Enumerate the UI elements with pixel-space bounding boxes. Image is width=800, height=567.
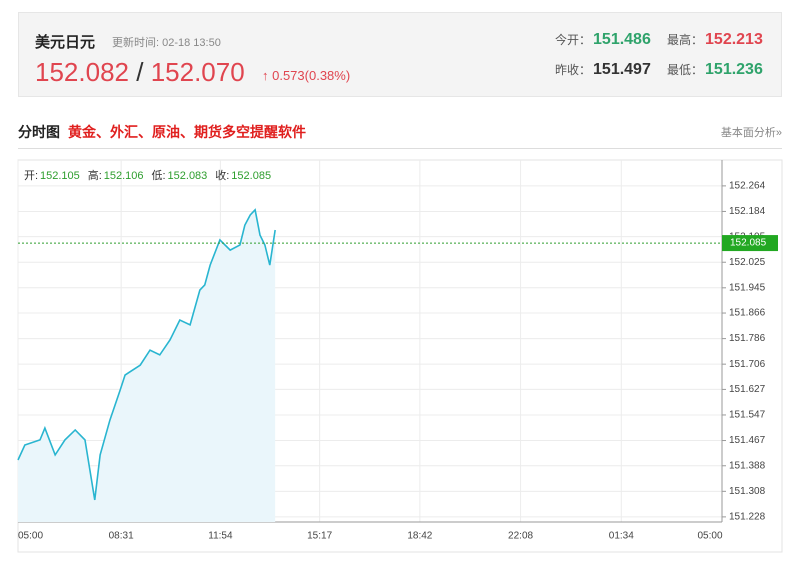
x-tick-label: 15:17 — [307, 531, 332, 542]
stat-value: 151.236 — [705, 61, 763, 78]
stat-value: 151.486 — [593, 31, 651, 48]
x-tick-label: 22:08 — [508, 531, 533, 542]
ohlc-value: 152.106 — [104, 170, 144, 182]
price-line: 152.082 / 152.070 — [35, 57, 245, 88]
ohlc-value: 152.083 — [168, 170, 208, 182]
ohlc-value: 152.105 — [40, 170, 80, 182]
price-line — [17, 208, 276, 501]
x-tick-label: 05:00 — [18, 531, 43, 542]
y-tick-label: 151.547 — [729, 410, 766, 421]
stat: 昨收： 151.497 — [555, 61, 651, 79]
stat-value: 151.497 — [593, 61, 651, 78]
separator: / — [136, 57, 144, 87]
y-tick-label: 151.627 — [729, 384, 766, 395]
y-tick-label: 151.945 — [729, 282, 766, 293]
last-price-label: 152.085 — [730, 238, 767, 249]
y-tick-label: 152.264 — [729, 181, 766, 192]
ohlc-label: 收: — [215, 168, 229, 182]
symbol: 美元日元 — [35, 34, 96, 51]
change: ↑ 0.573(0.38%) — [262, 68, 351, 83]
quote-panel: 美元日元 更新时间: 02-18 13:50 152.082 / 152.070… — [18, 12, 782, 97]
stat-label: 昨收： — [555, 63, 592, 77]
y-tick-label: 151.467 — [729, 435, 766, 446]
y-tick-label: 151.706 — [729, 359, 766, 370]
bid: 152.082 — [35, 57, 129, 87]
x-tick-label: 05:00 — [697, 531, 722, 542]
y-tick-label: 152.184 — [729, 206, 766, 217]
stat: 最高： 152.213 — [667, 31, 763, 49]
last-price-box — [722, 235, 778, 252]
stat-label: 今开： — [555, 33, 592, 47]
stat: 最低： 151.236 — [667, 61, 763, 79]
x-tick-label: 01:34 — [609, 531, 634, 542]
y-tick-label: 151.308 — [729, 486, 766, 497]
ohlc-label: 开: — [24, 170, 38, 182]
analysis-link[interactable]: 基本面分析» — [720, 127, 782, 139]
x-tick-label: 08:31 — [109, 531, 134, 542]
stat: 今开： 151.486 — [555, 31, 651, 49]
stat-label: 最低： — [667, 63, 704, 77]
stat-value: 152.213 — [705, 31, 763, 48]
y-tick-label: 151.866 — [729, 308, 766, 319]
promo-link[interactable]: 黄金、外汇、原油、期货多空提醒软件 — [68, 124, 306, 140]
ohlc-label: 低: — [152, 169, 166, 182]
x-tick-label: 18:42 — [407, 531, 432, 542]
ohlc-label: 高: — [88, 168, 102, 182]
area — [18, 209, 276, 522]
update-time: 更新时间: 02-18 13:50 — [112, 37, 221, 49]
y-tick-label: 152.025 — [729, 257, 766, 268]
x-tick-label: 11:54 — [208, 531, 233, 542]
ohlc-value: 152.085 — [231, 170, 271, 182]
stat-label: 最高： — [667, 33, 704, 47]
y-tick-label: 151.388 — [729, 460, 766, 471]
y-tick-label: 151.228 — [729, 512, 766, 523]
ask: 152.070 — [150, 57, 245, 87]
divider — [18, 148, 782, 149]
section-title: 分时图 — [18, 124, 60, 140]
y-tick-label: 151.786 — [729, 333, 766, 344]
